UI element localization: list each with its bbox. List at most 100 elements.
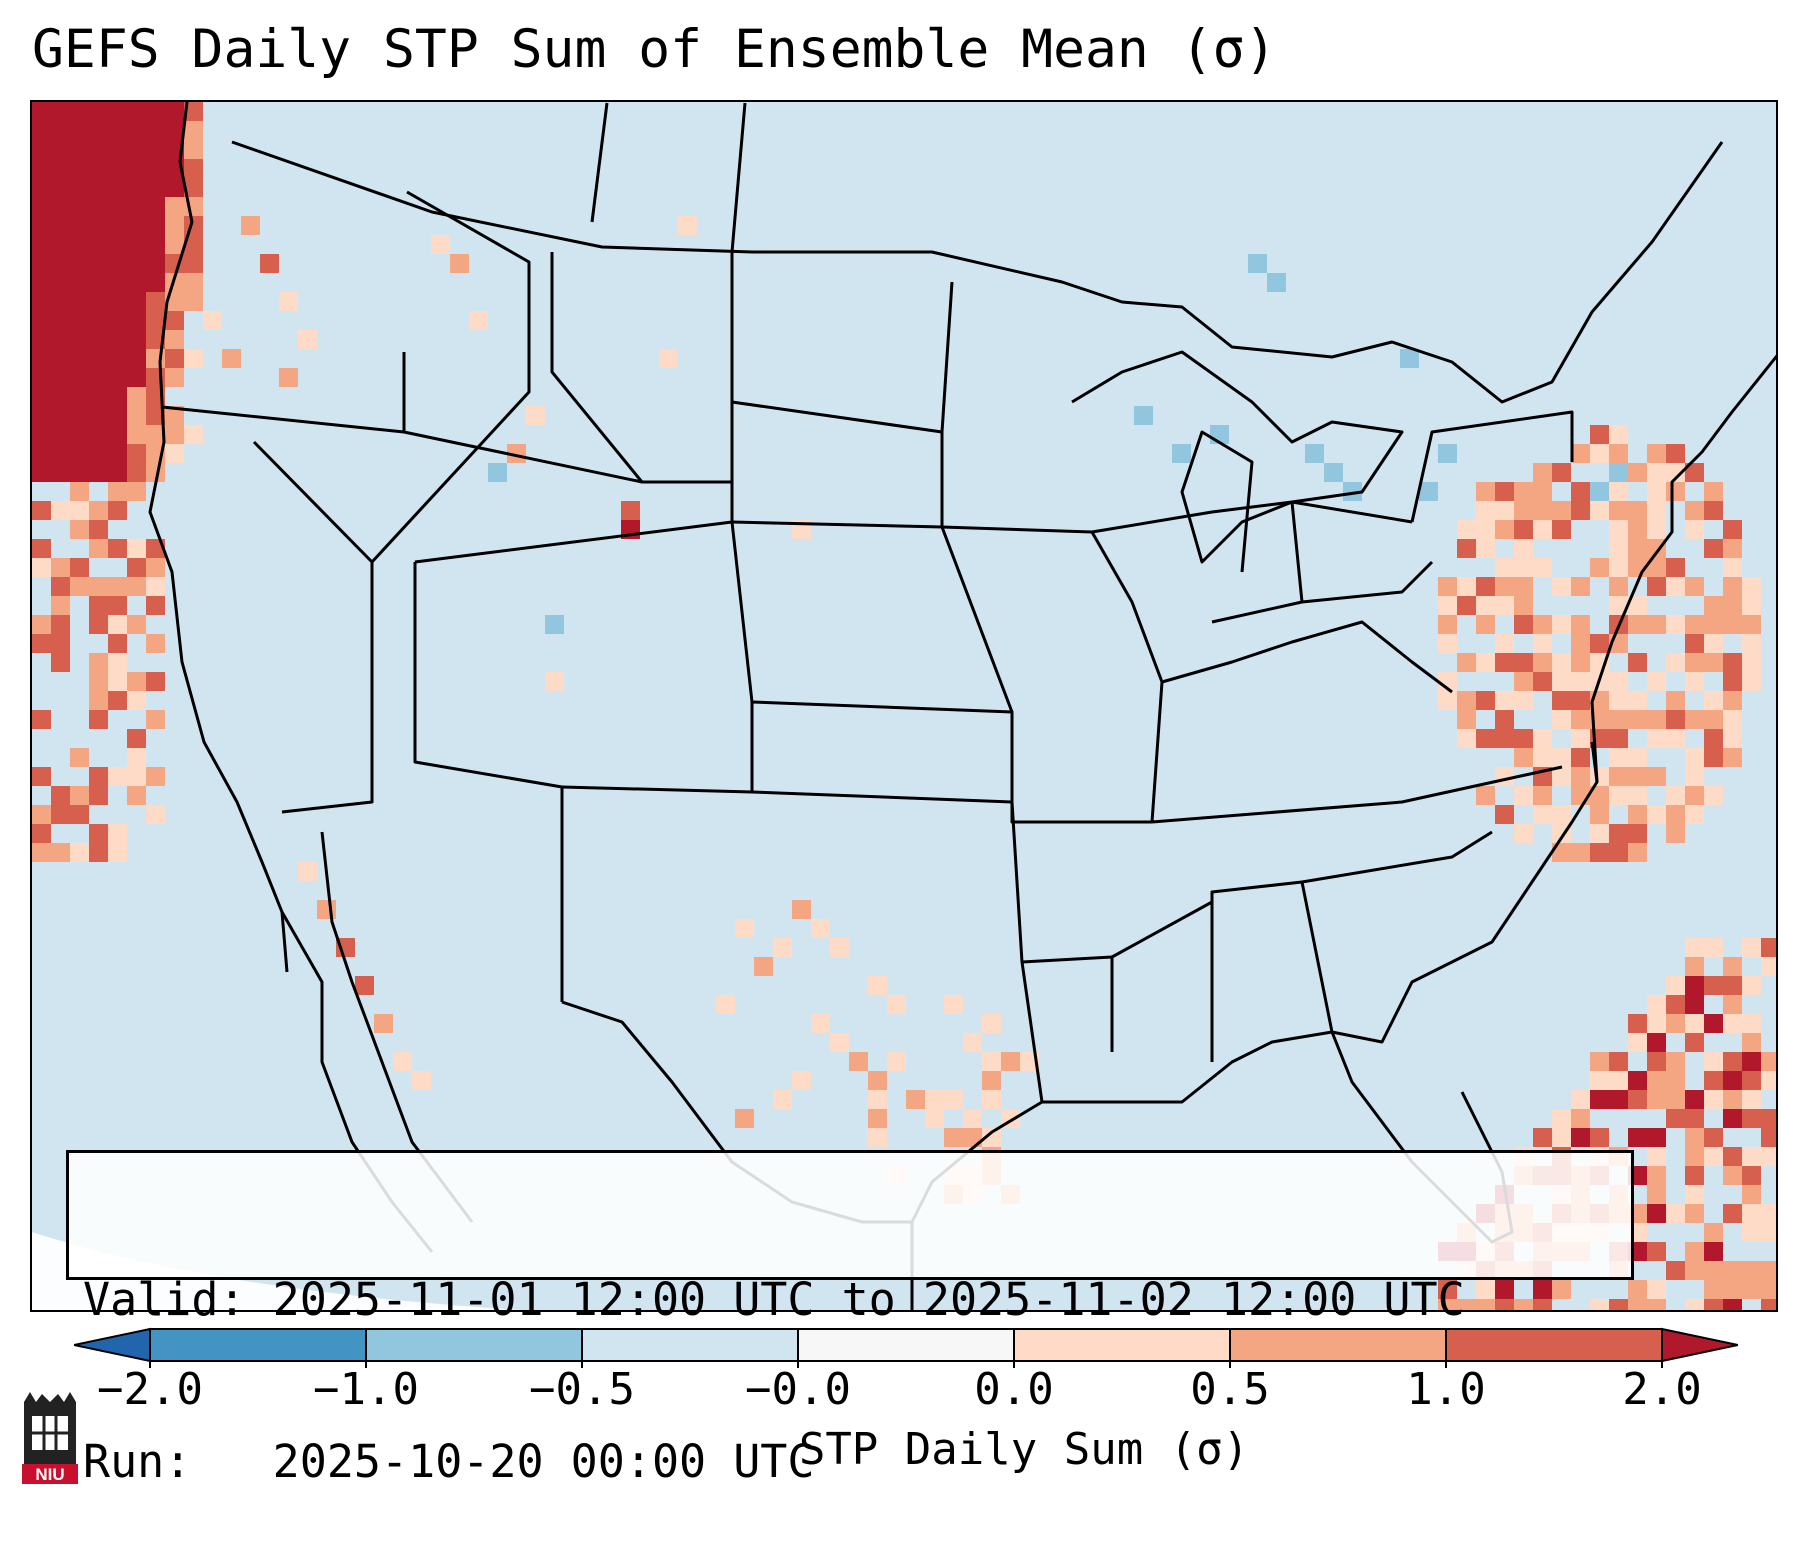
field-cell (1628, 653, 1647, 672)
colorbar-tick-label: −2.0 (97, 1364, 203, 1415)
field-cell (108, 292, 127, 311)
field-cell (146, 596, 165, 615)
field-cell (89, 368, 108, 387)
field-cell (1609, 691, 1628, 710)
field-cell (146, 178, 165, 197)
field-cell (51, 273, 70, 292)
field-cell (1704, 1261, 1723, 1280)
field-cell (1666, 976, 1685, 995)
field-cell (1685, 672, 1704, 691)
field-cell (906, 1090, 925, 1109)
field-cell (1476, 577, 1495, 596)
field-cell (184, 292, 203, 311)
field-cell (70, 501, 89, 520)
field-cell (146, 634, 165, 653)
field-cell (1628, 1299, 1647, 1310)
field-cell (89, 539, 108, 558)
field-cell (51, 444, 70, 463)
field-cell (146, 406, 165, 425)
field-cell (1609, 824, 1628, 843)
field-cell (1476, 786, 1495, 805)
field-cell (51, 159, 70, 178)
field-cell (1533, 1280, 1552, 1299)
field-cell (279, 368, 298, 387)
field-cell (32, 463, 51, 482)
colorbar-bin (1014, 1329, 1231, 1361)
field-cell (1533, 482, 1552, 501)
field-cell (1438, 1280, 1457, 1299)
field-cell (1647, 767, 1666, 786)
field-cell (32, 843, 51, 862)
field-cell (1666, 558, 1685, 577)
field-cell (1647, 1299, 1666, 1310)
field-cell (1628, 748, 1647, 767)
field-cell (108, 444, 127, 463)
field-cell (89, 615, 108, 634)
field-cell (1742, 1204, 1761, 1223)
field-cell (830, 1033, 849, 1052)
field-cell (1666, 786, 1685, 805)
field-cell (51, 558, 70, 577)
field-cell (32, 387, 51, 406)
field-cell (70, 406, 89, 425)
field-cell (279, 292, 298, 311)
field-cell (1628, 805, 1647, 824)
field-cell (1438, 596, 1457, 615)
field-cell (127, 254, 146, 273)
field-cell (1438, 691, 1457, 710)
field-cell (1571, 767, 1590, 786)
field-cell (1552, 672, 1571, 691)
field-cell (1704, 501, 1723, 520)
field-cell (1590, 1052, 1609, 1071)
field-cell (1590, 634, 1609, 653)
field-cell (1666, 1090, 1685, 1109)
field-cell (89, 121, 108, 140)
field-cell (1647, 501, 1666, 520)
field-cell (488, 463, 507, 482)
field-cell (1723, 1299, 1742, 1310)
field-cell (1704, 1090, 1723, 1109)
field-cell (1685, 1109, 1704, 1128)
field-cell (89, 406, 108, 425)
field-cell (868, 1090, 887, 1109)
field-cell (621, 501, 640, 520)
field-cell (89, 596, 108, 615)
field-cell (1590, 786, 1609, 805)
colorbar-bin (1446, 1329, 1663, 1361)
field-cell (32, 349, 51, 368)
field-cell (1742, 938, 1761, 957)
field-cell (1628, 596, 1647, 615)
field-cell (1134, 406, 1153, 425)
field-cell (184, 425, 203, 444)
field-cell (1495, 501, 1514, 520)
field-cell (70, 786, 89, 805)
field-cell (1628, 520, 1647, 539)
field-cell (1476, 596, 1495, 615)
field-cell (944, 1128, 963, 1147)
colorbar-tick-label: 0.0 (974, 1364, 1054, 1415)
field-cell (32, 767, 51, 786)
field-cell (165, 444, 184, 463)
colorbar-tick-label: −0.5 (529, 1364, 635, 1415)
logo-text: NIU (35, 1465, 64, 1484)
field-cell (716, 995, 735, 1014)
field-cell (526, 406, 545, 425)
field-cell (1609, 596, 1628, 615)
field-cell (1476, 1280, 1495, 1299)
field-cell (127, 615, 146, 634)
field-cell (1343, 482, 1362, 501)
field-cell (51, 368, 70, 387)
field-cell (1723, 995, 1742, 1014)
field-cell (1609, 786, 1628, 805)
field-cell (982, 1071, 1001, 1090)
field-cell (1609, 482, 1628, 501)
field-cell (146, 197, 165, 216)
field-cell (146, 159, 165, 178)
field-cell (317, 900, 336, 919)
field-cell (70, 330, 89, 349)
field-cell (1666, 444, 1685, 463)
field-cell (108, 406, 127, 425)
field-cell (1742, 1033, 1761, 1052)
field-cell (1685, 1261, 1704, 1280)
field-cell (1590, 558, 1609, 577)
